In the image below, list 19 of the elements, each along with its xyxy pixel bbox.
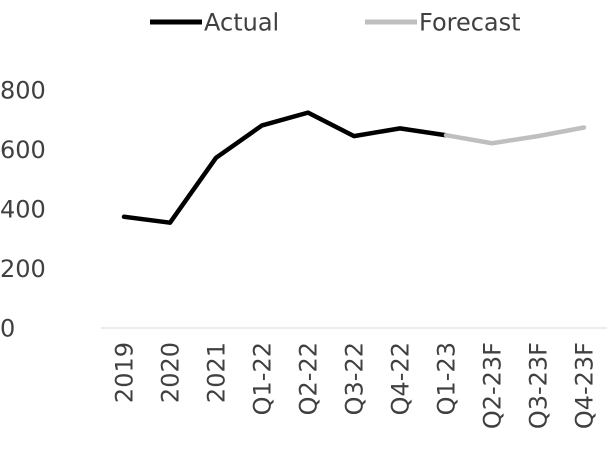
x-tick-label: Q3-23F (524, 342, 552, 430)
y-tick-label: 200 (0, 254, 46, 283)
x-tick-label: 2021 (202, 342, 230, 404)
legend-label: Actual (204, 8, 280, 36)
y-tick-label: 0 (0, 314, 16, 342)
x-tick-label: Q2-23F (478, 342, 506, 430)
x-tick-label: Q4-22 (386, 342, 414, 416)
y-tick-label: 400 (0, 195, 46, 224)
x-tick-label: Q1-23 (432, 342, 460, 416)
x-tick-label: Q4-23F (570, 342, 598, 430)
x-tick-label: Q2-22 (294, 342, 322, 416)
x-tick-label: 2019 (110, 342, 138, 404)
x-tick-label: Q1-22 (248, 342, 276, 416)
y-tick-label: 600 (0, 136, 46, 164)
x-tick-label: Q3-22 (340, 342, 368, 416)
legend-label: Forecast (419, 8, 521, 36)
y-tick-label: 800 (0, 76, 46, 104)
x-tick-label: 2020 (156, 342, 184, 404)
line-series (444, 125, 586, 146)
